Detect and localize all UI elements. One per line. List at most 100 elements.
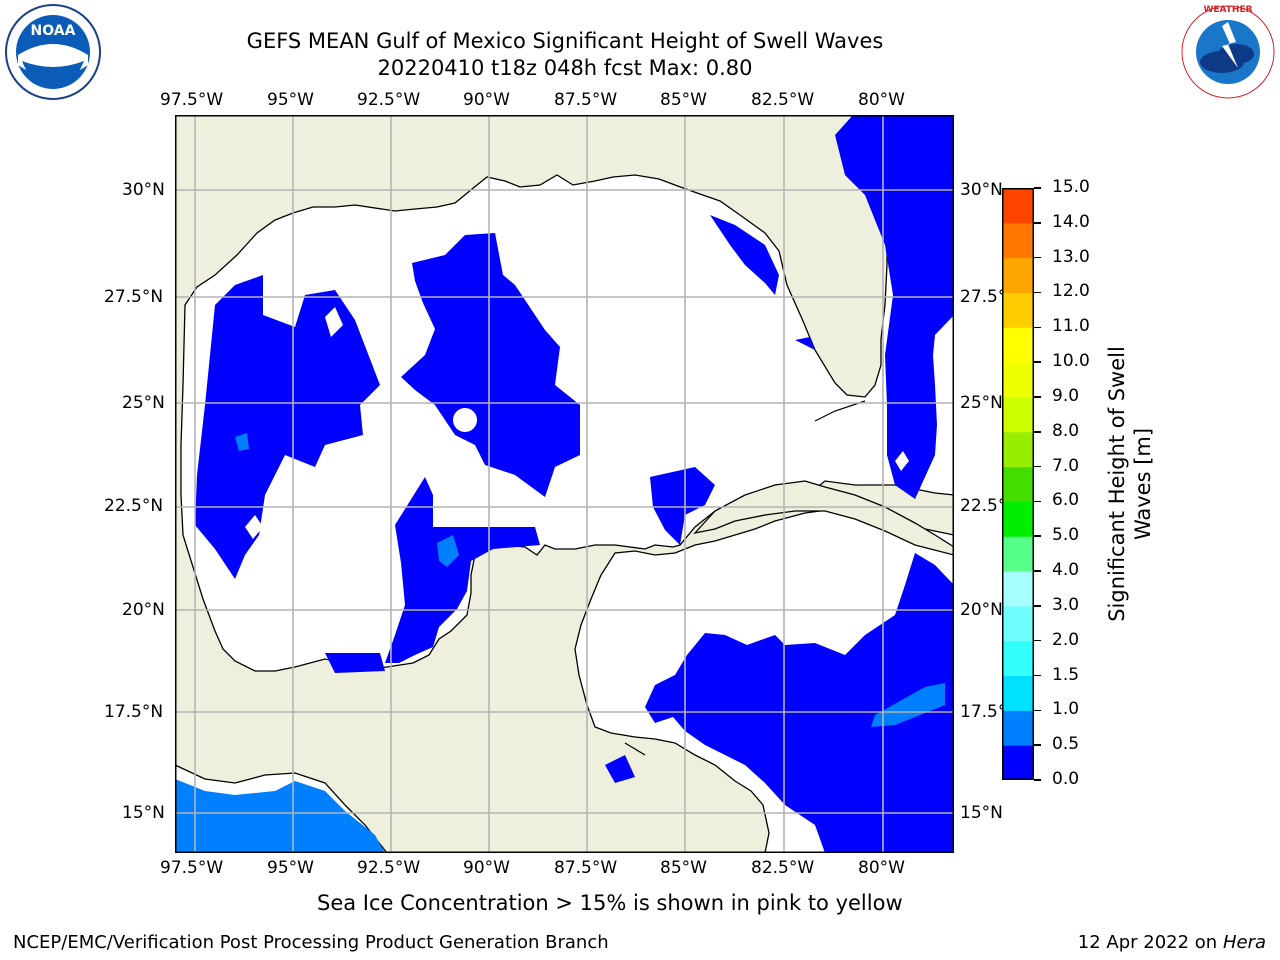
colorbar-tick-mark [1034, 744, 1041, 746]
colorbar-tick-label: 2.0 [1052, 629, 1080, 650]
colorbar-tick-mark [1034, 709, 1041, 712]
colorbar-title-line2: Waves [m] [1131, 427, 1155, 541]
colorbar-tick-label: 11.0 [1052, 316, 1090, 337]
colorbar-tick-label: 13.0 [1052, 246, 1090, 267]
colorbar-segment [1002, 257, 1034, 293]
colorbar-tick-mark [1034, 639, 1041, 642]
colorbar-tick-label: 5.0 [1052, 525, 1080, 546]
lon-label-top: 87.5°W [554, 90, 618, 110]
lon-label-top: 85°W [660, 90, 707, 110]
lon-label-top: 92.5°W [357, 90, 421, 110]
colorbar-tick-mark [1034, 256, 1041, 259]
colorbar-segment [1002, 222, 1034, 259]
colorbar-tick-mark [1034, 396, 1041, 398]
map-title: GEFS MEAN Gulf of Mexico Significant Hei… [246, 29, 884, 53]
colorbar-segment [1002, 571, 1034, 607]
footer-credit: NCEP/EMC/Verification Post Processing Pr… [13, 932, 609, 953]
graticule [175, 115, 954, 853]
colorbar-segment [1002, 188, 1034, 224]
footer-date: 12 Apr 2022 on Hera [1078, 932, 1266, 953]
colorbar-tick-mark [1034, 431, 1041, 433]
footer-date-text: 12 Apr 2022 on [1077, 932, 1223, 953]
colorbar-tick-mark [1034, 535, 1041, 537]
colorbar-segment [1002, 605, 1034, 642]
map-subtitle: 20220410 t18z 048h fcst Max: 0.80 [377, 56, 753, 80]
colorbar-tick-mark [1034, 326, 1041, 329]
lat-label-left: 15°N [122, 803, 165, 823]
colorbar-tick-mark [1034, 187, 1041, 189]
lat-label-left: 27.5°N [104, 287, 164, 307]
colorbar-title: Significant Height of Swell Waves [m] [1100, 188, 1160, 780]
colorbar-tick-mark [1034, 605, 1041, 607]
colorbar-segment [1002, 501, 1034, 537]
colorbar-tick-label: 9.0 [1052, 385, 1080, 406]
lon-label-bottom: 95°W [267, 858, 314, 878]
lon-label-top: 90°W [463, 90, 510, 110]
lat-label-left: 25°N [122, 393, 165, 413]
lon-label-bottom: 97.5°W [160, 858, 224, 878]
colorbar-tick-mark [1034, 674, 1041, 677]
colorbar-tick-mark [1034, 222, 1041, 224]
colorbar-segment [1002, 362, 1034, 398]
lon-label-bottom: 82.5°W [751, 858, 815, 878]
colorbar-tick-mark [1034, 779, 1041, 781]
lon-label-top: 95°W [267, 90, 314, 110]
lat-label-right: 30°N [960, 180, 1003, 200]
map-area [174, 114, 955, 854]
colorbar-tick-mark [1034, 570, 1041, 572]
colorbar-segment [1002, 536, 1034, 572]
colorbar-tick-label: 4.0 [1052, 560, 1080, 581]
colorbar-tick-label: 10.0 [1052, 351, 1090, 372]
lon-label-bottom: 80°W [858, 858, 905, 878]
colorbar-segment [1002, 745, 1034, 781]
lon-label-bottom: 85°W [660, 858, 707, 878]
colorbar-segment [1002, 640, 1034, 677]
lon-label-bottom: 87.5°W [554, 858, 618, 878]
lon-label-bottom: 90°W [463, 858, 510, 878]
colorbar-segment [1002, 431, 1034, 468]
colorbar-segment [1002, 292, 1034, 328]
lon-label-top: 97.5°W [160, 90, 224, 110]
colorbar-title-line1: Significant Height of Swell [1105, 346, 1129, 622]
colorbar-tick-mark [1034, 500, 1041, 503]
lat-label-left: 17.5°N [104, 702, 164, 722]
lat-label-left: 22.5°N [104, 496, 164, 516]
footer-host: Hera [1222, 932, 1266, 953]
nws-logo: WEATHER [1178, 2, 1278, 102]
colorbar-tick-label: 12.0 [1052, 281, 1090, 302]
colorbar-tick-label: 8.0 [1052, 420, 1080, 441]
colorbar-segment [1002, 466, 1034, 502]
colorbar-tick-label: 14.0 [1052, 211, 1090, 232]
sea-ice-note: Sea Ice Concentration > 15% is shown in … [317, 891, 903, 915]
colorbar-segment [1002, 710, 1034, 746]
colorbar [1002, 188, 1034, 781]
colorbar-tick-mark [1034, 291, 1041, 294]
colorbar-tick-label: 1.5 [1052, 664, 1080, 685]
lat-label-right: 15°N [960, 803, 1003, 823]
lat-label-right: 25°N [960, 393, 1003, 413]
lon-label-top: 82.5°W [751, 90, 815, 110]
svg-text:WEATHER: WEATHER [1203, 5, 1252, 15]
colorbar-segment [1002, 675, 1034, 711]
colorbar-tick-label: 0.0 [1052, 769, 1080, 789]
swell-light-patches [175, 433, 945, 853]
map-frame [175, 115, 954, 853]
colorbar-tick-mark [1034, 465, 1041, 468]
colorbar-tick-mark [1034, 361, 1041, 363]
noaa-logo-text: NOAA [31, 23, 76, 39]
colorbar-tick-label: 0.5 [1052, 734, 1080, 755]
lon-label-top: 80°W [858, 90, 905, 110]
colorbar-tick-label: 7.0 [1052, 455, 1080, 476]
gulf-map [174, 114, 955, 854]
colorbar-tick-label: 6.0 [1052, 490, 1080, 511]
colorbar-bar [1002, 188, 1034, 781]
lat-label-left: 30°N [122, 180, 165, 200]
lat-label-left: 20°N [122, 600, 165, 620]
colorbar-tick-label: 3.0 [1052, 594, 1080, 615]
lat-label-right: 20°N [960, 600, 1003, 620]
colorbar-segment [1002, 327, 1034, 363]
lon-label-bottom: 92.5°W [357, 858, 421, 878]
noaa-logo: NOAA [4, 3, 102, 101]
colorbar-segment [1002, 396, 1034, 433]
colorbar-tick-label: 15.0 [1052, 177, 1090, 197]
